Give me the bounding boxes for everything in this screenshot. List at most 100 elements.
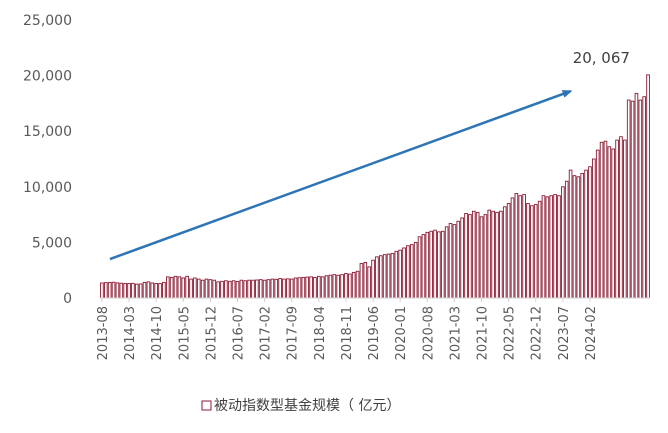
bar	[340, 274, 344, 299]
bar	[208, 279, 213, 299]
bar	[576, 176, 581, 299]
bar	[456, 220, 461, 299]
bar	[336, 274, 341, 299]
bar	[371, 259, 375, 299]
bar	[417, 236, 422, 299]
trend-arrow	[109, 89, 573, 261]
bar	[390, 253, 395, 299]
bar	[185, 275, 189, 299]
bar	[619, 136, 623, 299]
bar	[495, 211, 499, 299]
legend-label: 被动指数型基金规模（ 亿元）	[214, 397, 400, 414]
bar	[348, 273, 352, 299]
bar	[394, 250, 399, 299]
bar	[595, 149, 600, 299]
bar	[216, 281, 220, 299]
bar	[262, 279, 267, 299]
bar	[309, 276, 313, 299]
bar	[204, 278, 209, 299]
bar	[444, 226, 449, 299]
bar	[429, 230, 433, 299]
bar	[266, 279, 271, 299]
bar	[142, 281, 147, 299]
x-axis: 2013-08 2014-03 2014-10 2015-05 2015-12 2016-…	[96, 297, 650, 360]
bar	[375, 256, 379, 299]
bar	[541, 195, 546, 299]
bar	[235, 281, 240, 299]
bar	[162, 281, 166, 299]
x-tick-label: 2019-06	[367, 306, 382, 360]
bar	[127, 282, 131, 299]
x-tick-label: 2014-03	[123, 306, 138, 360]
bar	[460, 217, 464, 299]
bar	[433, 229, 437, 299]
bar	[584, 169, 588, 299]
y-tick-label: 0	[63, 291, 72, 307]
bar	[499, 210, 503, 299]
bar	[421, 234, 426, 299]
bar	[255, 279, 259, 299]
bar	[448, 223, 453, 299]
y-tick-label: 25,000	[23, 13, 72, 29]
bar	[409, 244, 414, 299]
x-tick-label: 2020-08	[421, 306, 436, 360]
bar	[138, 283, 143, 299]
bar	[611, 148, 616, 299]
bar	[437, 231, 441, 299]
x-tick-label: 2015-05	[177, 306, 192, 360]
x-tick-label: 2018-04	[313, 306, 328, 360]
bar	[278, 278, 282, 299]
bar	[212, 279, 217, 299]
bar	[227, 280, 232, 299]
bars	[100, 74, 650, 299]
bar	[564, 180, 569, 299]
bar	[386, 253, 391, 299]
bar	[518, 195, 523, 299]
bar	[379, 255, 383, 299]
bar	[514, 193, 519, 299]
bar	[286, 278, 290, 299]
bar	[196, 278, 201, 299]
x-tick-label: 2017-02	[259, 306, 274, 360]
bar	[359, 263, 364, 299]
bar	[258, 279, 263, 299]
bar	[557, 195, 561, 299]
bar	[134, 283, 139, 299]
annotation-label: 20, 067	[573, 49, 630, 67]
bar	[301, 276, 306, 299]
bar	[479, 216, 484, 299]
bar	[200, 279, 205, 299]
bar	[502, 206, 507, 299]
bar	[553, 194, 557, 299]
x-tick-label: 2020-01	[394, 306, 409, 360]
bar	[561, 186, 565, 299]
bar	[100, 282, 104, 299]
bar	[320, 276, 325, 299]
bar	[406, 245, 410, 299]
bar	[580, 173, 585, 299]
bar	[642, 96, 646, 299]
bar	[165, 276, 170, 299]
bar	[351, 271, 356, 299]
bar	[572, 175, 577, 299]
bar	[506, 203, 511, 299]
bar	[487, 209, 492, 299]
bar	[615, 139, 619, 299]
bar	[402, 247, 406, 299]
y-tick-label: 5,000	[32, 235, 72, 251]
bar	[363, 261, 368, 299]
bar	[332, 274, 337, 299]
bar	[317, 275, 321, 299]
overlays: 20, 067	[109, 49, 630, 261]
legend: 被动指数型基金规模（ 亿元）	[201, 397, 400, 414]
x-tick-label: 2024-02	[584, 306, 599, 360]
x-tick-label: 2018-11	[340, 306, 355, 360]
bar	[231, 280, 236, 299]
bar	[154, 283, 158, 299]
bar	[355, 270, 360, 299]
bar	[282, 278, 286, 299]
x-tick-label: 2016-07	[232, 306, 247, 360]
bar	[111, 281, 116, 299]
bar	[247, 279, 251, 299]
